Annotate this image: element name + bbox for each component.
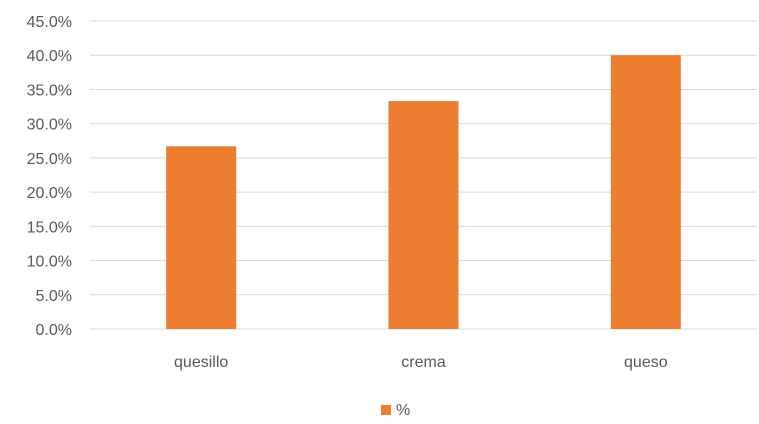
x-tick-label: crema bbox=[401, 354, 446, 371]
y-tick-label: 20.0% bbox=[27, 185, 72, 202]
y-tick-label: 15.0% bbox=[27, 219, 72, 236]
x-axis: quesillo crema queso bbox=[174, 354, 668, 371]
legend: % bbox=[381, 402, 410, 419]
y-tick-label: 30.0% bbox=[27, 117, 72, 134]
y-tick-label: 5.0% bbox=[36, 288, 72, 305]
y-tick-label: 0.0% bbox=[36, 322, 72, 339]
y-tick-label: 40.0% bbox=[27, 48, 72, 65]
y-tick-label: 25.0% bbox=[27, 151, 72, 168]
legend-label: % bbox=[396, 402, 410, 419]
bar-queso bbox=[610, 55, 681, 329]
bar-quesillo bbox=[166, 146, 237, 329]
y-tick-label: 35.0% bbox=[27, 82, 72, 99]
y-tick-label: 45.0% bbox=[27, 14, 72, 31]
bars bbox=[166, 55, 681, 329]
y-tick-label: 10.0% bbox=[27, 254, 72, 271]
y-axis: 0.0% 5.0% 10.0% 15.0% 20.0% 25.0% 30.0% 35.0% 40… bbox=[27, 14, 72, 339]
legend-swatch bbox=[381, 405, 391, 415]
bar-crema bbox=[388, 101, 459, 329]
x-tick-label: queso bbox=[624, 354, 668, 371]
x-tick-label: quesillo bbox=[174, 354, 228, 371]
